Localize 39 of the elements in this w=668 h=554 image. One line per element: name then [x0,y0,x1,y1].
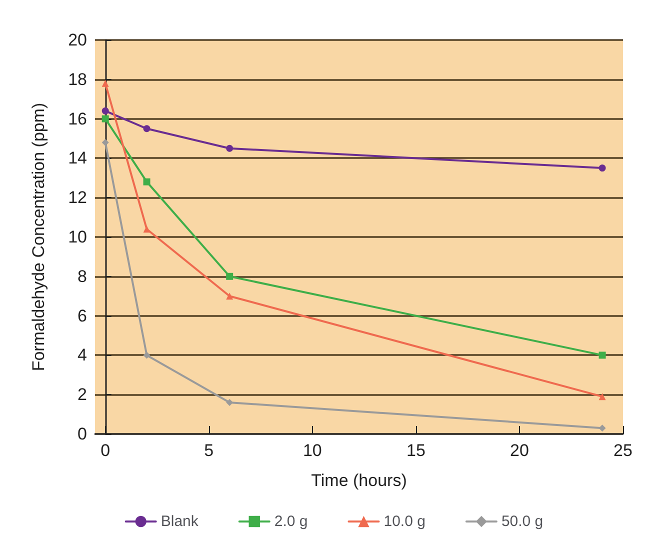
y-tick-label: 16 [68,109,87,128]
y-tick-label: 18 [68,70,87,89]
point [143,226,150,233]
y-axis-title: Formaldehyde Concentration (ppm) [29,102,48,372]
x-tick-label: 10 [302,441,322,460]
y-tick-label: 2 [78,385,87,404]
y-tick-label: 20 [68,30,87,50]
point [102,107,109,114]
y-tick-label: 0 [78,424,87,444]
point [598,424,606,432]
point [226,398,234,406]
point [226,292,234,300]
point [102,80,109,87]
point [143,352,150,359]
legend-label: 2.0 g [274,513,308,530]
point [598,393,606,400]
point [143,125,150,132]
legend-label: 50.0 g [501,513,544,530]
legend-label: Blank [160,513,199,530]
point [598,352,606,359]
point [143,178,150,186]
point [226,144,234,152]
y-tick-label: 6 [78,306,87,326]
point [226,272,234,280]
y-tick-label: 8 [78,266,87,286]
x-tick-label: 25 [614,441,632,460]
y-tick-label: 10 [68,228,87,246]
point [102,138,109,146]
point [598,164,606,172]
y-tick-label: 14 [68,148,87,168]
x-axis-title: Time (hours) [311,471,407,490]
legend-label: 10.0 g [384,513,426,530]
point [102,115,109,122]
x-tick-label: 0 [100,441,110,460]
x-tick-label: 20 [510,441,529,460]
y-tick-label: 12 [68,188,87,208]
y-tick-label: 4 [78,346,87,365]
x-tick-label: 5 [204,441,214,460]
x-tick-label: 15 [406,441,426,460]
